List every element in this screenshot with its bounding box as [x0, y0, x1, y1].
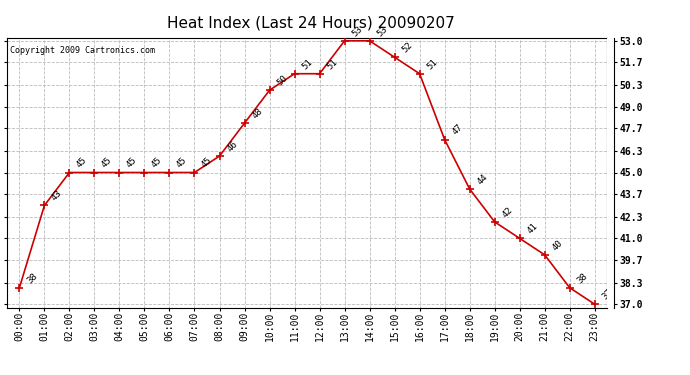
Text: 45: 45 — [150, 156, 164, 170]
Text: Heat Index (Last 24 Hours) 20090207: Heat Index (Last 24 Hours) 20090207 — [166, 15, 455, 30]
Text: 37: 37 — [600, 288, 614, 302]
Text: 51: 51 — [325, 57, 339, 71]
Text: 52: 52 — [400, 40, 414, 54]
Text: 53: 53 — [375, 24, 389, 38]
Text: 45: 45 — [175, 156, 189, 170]
Text: 44: 44 — [475, 172, 489, 186]
Text: 50: 50 — [275, 74, 289, 87]
Text: 45: 45 — [100, 156, 114, 170]
Text: 42: 42 — [500, 205, 514, 219]
Text: 51: 51 — [300, 57, 314, 71]
Text: 47: 47 — [450, 123, 464, 137]
Text: 41: 41 — [525, 222, 539, 236]
Text: 45: 45 — [200, 156, 214, 170]
Text: 38: 38 — [25, 271, 39, 285]
Text: 48: 48 — [250, 106, 264, 120]
Text: 51: 51 — [425, 57, 439, 71]
Text: 40: 40 — [550, 238, 564, 252]
Text: 38: 38 — [575, 271, 589, 285]
Text: 43: 43 — [50, 189, 64, 202]
Text: 53: 53 — [350, 24, 364, 38]
Text: 46: 46 — [225, 139, 239, 153]
Text: 45: 45 — [125, 156, 139, 170]
Text: 45: 45 — [75, 156, 89, 170]
Text: Copyright 2009 Cartronics.com: Copyright 2009 Cartronics.com — [10, 46, 155, 55]
